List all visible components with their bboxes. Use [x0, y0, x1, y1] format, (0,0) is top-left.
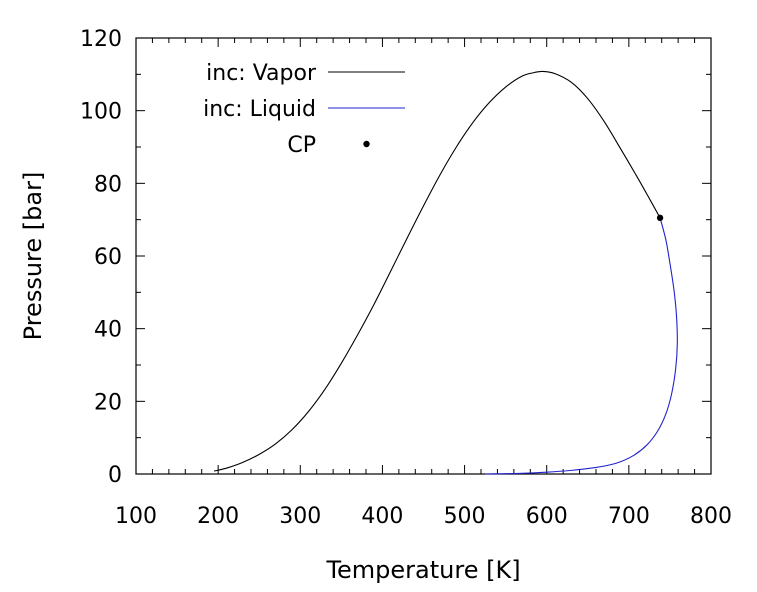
- y-tick-label: 80: [94, 172, 122, 197]
- legend: inc: Vapor inc: Liquid CP: [203, 61, 405, 158]
- y-axis-title: Pressure [bar]: [19, 172, 47, 341]
- y-tick-label: 0: [108, 463, 122, 488]
- axis-ticks: [135, 37, 712, 475]
- series-line-1: [213, 70, 661, 472]
- y-tick-label: 100: [80, 100, 122, 125]
- x-tick-label: 100: [115, 504, 157, 529]
- x-tick-label: 700: [608, 504, 650, 529]
- legend-label: CP: [287, 133, 316, 158]
- x-tick-label: 600: [526, 504, 568, 529]
- y-tick-label: 120: [80, 27, 122, 52]
- legend-swatch-point: [363, 140, 370, 148]
- x-tick-label: 200: [197, 504, 239, 529]
- x-tick-label: 500: [444, 504, 486, 529]
- series-point-3: [656, 214, 664, 222]
- x-tick-label: 800: [690, 504, 732, 529]
- y-tick-label: 60: [94, 245, 122, 270]
- series-layer: [213, 70, 678, 475]
- axis-tick-labels: 100 200 300 400 500 600 700 800 0 20 40 60 80 100 120: [80, 27, 732, 529]
- x-tick-label: 400: [361, 504, 403, 529]
- y-tick-label: 20: [94, 390, 122, 415]
- legend-label: inc: Liquid: [203, 97, 316, 122]
- y-tick-label: 40: [94, 318, 122, 343]
- series-line-2: [485, 217, 678, 475]
- legend-label: inc: Vapor: [206, 61, 317, 86]
- x-axis-title: Temperature [K]: [325, 556, 520, 584]
- x-tick-label: 300: [279, 504, 321, 529]
